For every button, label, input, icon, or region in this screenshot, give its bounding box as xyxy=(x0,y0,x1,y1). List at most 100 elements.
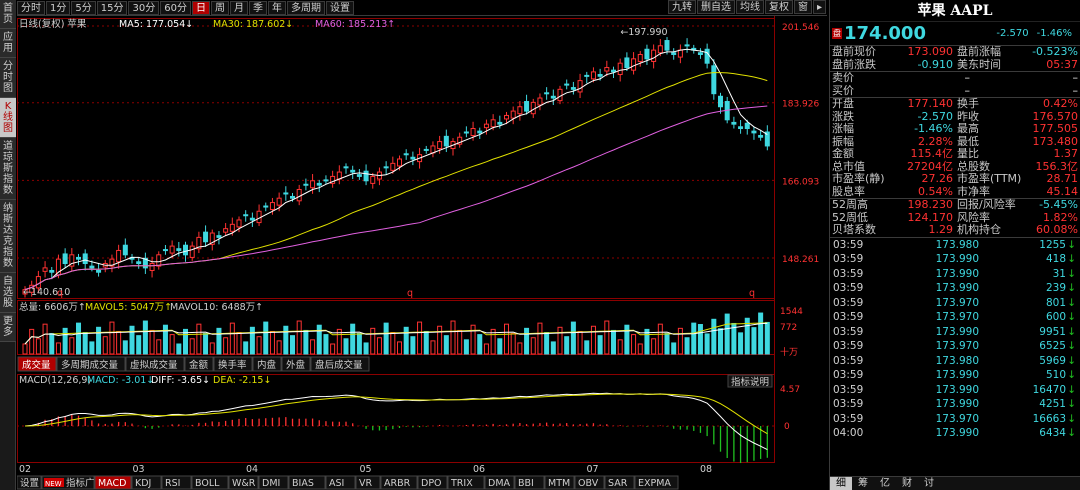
indicator-tab-18[interactable] xyxy=(604,475,635,490)
detail-tab-3[interactable]: 财 xyxy=(902,478,912,489)
detail-tab-4[interactable]: 讨 xyxy=(924,478,934,489)
left-tab-1[interactable]: 应用 xyxy=(0,29,16,58)
volume-bar xyxy=(229,322,235,355)
period-btn-4[interactable]: 30分 xyxy=(128,0,160,15)
period-btn-7[interactable]: 周 xyxy=(210,0,229,15)
tick-volume: 9951 xyxy=(1039,325,1066,338)
indicator-tab-9[interactable] xyxy=(325,475,356,490)
tick-price: 173.990 xyxy=(935,253,979,265)
tick-time: 03:59 xyxy=(833,383,864,396)
candle-body xyxy=(149,263,155,271)
candle-body xyxy=(657,45,663,54)
left-tab-5[interactable]: 纳斯达克指数 xyxy=(0,200,16,273)
indicator-tab-10[interactable] xyxy=(355,475,381,490)
period-btn-2[interactable]: 5分 xyxy=(71,0,96,15)
period-btn-5[interactable]: 60分 xyxy=(160,0,191,15)
sub-tab-3[interactable] xyxy=(184,356,214,372)
indicator-tab-5[interactable] xyxy=(191,475,229,490)
tick-down-arrow-icon: ↓ xyxy=(1067,427,1076,439)
period-btn-0[interactable]: 分时 xyxy=(17,0,45,15)
tool-btn-1[interactable]: 删自选 xyxy=(696,0,735,14)
volume-bar xyxy=(423,330,429,355)
volume-bar xyxy=(169,334,175,355)
tick-time: 03:59 xyxy=(833,325,864,338)
tool-btn-3[interactable]: 复权 xyxy=(764,0,793,14)
price-change-pct: -1.46% xyxy=(1036,28,1072,39)
period-btn-3[interactable]: 15分 xyxy=(96,0,128,15)
period-btn-12[interactable]: 设置 xyxy=(325,0,354,15)
indicator-tab-13[interactable] xyxy=(447,475,485,490)
indicator-tab-19[interactable] xyxy=(634,475,679,490)
volume-bar xyxy=(96,326,102,355)
candle-body xyxy=(711,65,717,95)
tick-row-0: 03:59 173.980 1255 ↓ xyxy=(830,238,1080,253)
vol-ytick-2: 十万 xyxy=(780,346,798,358)
stat-row-label: 市净率 xyxy=(957,184,990,198)
indicator-tab-label-17: OBV xyxy=(578,478,599,489)
sub-tab-6[interactable] xyxy=(281,356,311,372)
period-btn-10[interactable]: 年 xyxy=(267,0,286,15)
detail-tab-1[interactable]: 筹 xyxy=(858,478,868,489)
tool-btn-2[interactable]: 均线 xyxy=(735,0,764,14)
volume-bar xyxy=(483,343,489,355)
stat-row-label: 涨幅 xyxy=(832,122,854,135)
week52-row-label: 回报/风险率 xyxy=(957,198,1016,211)
candle-body xyxy=(350,169,356,173)
tick-down-arrow-icon: ↓ xyxy=(1067,325,1076,338)
kline-ytick-1: 183.926 xyxy=(782,100,819,110)
tool-btn-5[interactable]: ▸ xyxy=(812,0,826,14)
volume-bar xyxy=(718,328,724,355)
volume-bar xyxy=(530,337,536,355)
left-tab-2[interactable]: 分时图 xyxy=(0,58,16,98)
tool-btn-4[interactable]: 窗 xyxy=(793,0,812,14)
left-tab-0[interactable]: 首页 xyxy=(0,0,16,29)
indicator-tab-12[interactable] xyxy=(417,475,448,490)
sub-tab-2[interactable] xyxy=(125,356,185,372)
tick-row-12: 03:59 173.970 16663 ↓ xyxy=(830,412,1080,427)
period-btn-8[interactable]: 月 xyxy=(229,0,248,15)
volume-bar xyxy=(764,321,770,355)
stat-row-value: 177.505 xyxy=(1032,122,1079,135)
indicator-tab-14[interactable] xyxy=(484,475,515,490)
indicator-tab-7[interactable] xyxy=(258,475,289,490)
tick-row-1: 03:59 173.990 418 ↓ xyxy=(830,252,1080,267)
sub-tab-1[interactable] xyxy=(56,356,126,372)
candle-body xyxy=(443,135,449,147)
period-btn-6[interactable]: 日 xyxy=(191,0,210,15)
candle-body xyxy=(316,182,322,186)
indicator-tab-15[interactable] xyxy=(514,475,545,490)
volume-bar xyxy=(704,333,710,355)
sub-tab-4[interactable] xyxy=(213,356,253,372)
indicator-tab-4[interactable] xyxy=(161,475,192,490)
indicator-tab-11[interactable] xyxy=(380,475,418,490)
period-btn-9[interactable]: 季 xyxy=(248,0,267,15)
period-btn-11[interactable]: 多周期 xyxy=(286,0,325,15)
left-tab-4[interactable]: 道琼斯指数 xyxy=(0,138,16,200)
indicator-tab-label-3: KDJ xyxy=(135,478,151,489)
indicator-tab-2[interactable] xyxy=(94,475,132,490)
sub-tab-7[interactable] xyxy=(310,356,370,372)
indicator-tab-17[interactable] xyxy=(574,475,605,490)
indicator-help-button[interactable] xyxy=(727,374,773,388)
candle-body xyxy=(323,179,329,182)
indicator-tab-8[interactable] xyxy=(288,475,326,490)
volume-bar xyxy=(269,330,275,355)
detail-tab-0[interactable]: 细 xyxy=(830,477,852,490)
sub-tab-0[interactable] xyxy=(17,356,57,372)
sub-tab-5[interactable] xyxy=(252,356,282,372)
tick-down-arrow-icon: ↓ xyxy=(1067,383,1076,396)
detail-tab-2[interactable]: 亿 xyxy=(880,478,890,489)
left-tab-7[interactable]: 更多 xyxy=(0,313,16,342)
indicator-tab-3[interactable] xyxy=(131,475,162,490)
volume-bar xyxy=(49,333,55,355)
indicator-tab-6[interactable] xyxy=(228,475,259,490)
chart-area[interactable]: 201.546 183.926 166.093 148.261 日线(复权) 苹果 MA5… xyxy=(16,16,827,490)
period-btn-1[interactable]: 1分 xyxy=(46,0,71,15)
indicator-tab-0[interactable] xyxy=(16,475,42,490)
volume-bar xyxy=(651,338,657,355)
kline-ytick-0: 201.546 xyxy=(782,23,819,33)
indicator-tab-16[interactable] xyxy=(544,475,575,490)
left-tab-6[interactable]: 自选股 xyxy=(0,273,16,313)
tool-btn-0[interactable]: 九转 xyxy=(667,0,696,14)
